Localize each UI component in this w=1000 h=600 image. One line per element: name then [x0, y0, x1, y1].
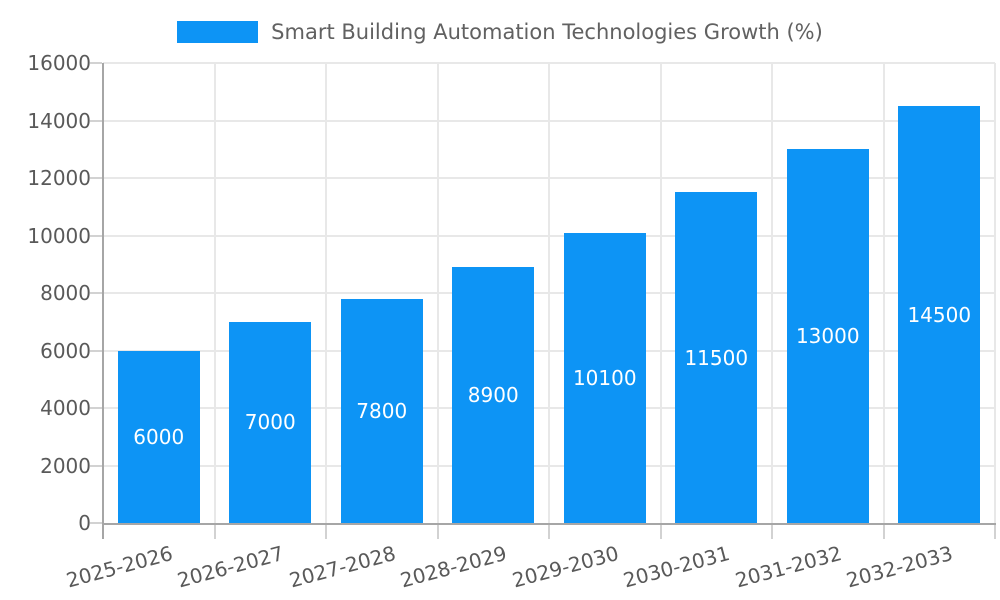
bar-2028-2029 [452, 267, 535, 523]
gridline-v [771, 63, 773, 523]
bar-value-label: 13000 [795, 324, 860, 349]
y-tick-label: 0 [78, 511, 91, 535]
x-tick-label: 2029-2030 [509, 541, 621, 593]
x-tick [548, 525, 550, 539]
y-tick [90, 234, 102, 237]
y-tick-label: 16000 [27, 51, 91, 75]
y-tick [90, 292, 102, 294]
y-tick [90, 407, 102, 409]
x-tick [994, 525, 996, 539]
y-tick-label: 12000 [27, 166, 91, 190]
y-tick-label: 2000 [40, 453, 91, 478]
bar-2025-2026 [117, 350, 200, 523]
x-tick-label: 2025-2026 [63, 541, 175, 593]
bar-value-label: 10100 [572, 365, 637, 390]
legend-swatch [177, 21, 259, 43]
y-tick-label: 14000 [27, 108, 91, 133]
x-tick [325, 525, 327, 539]
x-tick-label: 2031-2032 [732, 541, 844, 593]
y-tick-label: 6000 [40, 338, 91, 363]
gridline-v [548, 63, 550, 523]
x-tick-label: 2028-2029 [397, 541, 510, 593]
bar-2031-2032 [786, 149, 869, 523]
bar-value-label: 8900 [467, 383, 519, 408]
bar-value-label: 11500 [684, 345, 749, 370]
chart-legend: Smart Building Automation Technologies G… [0, 20, 1000, 44]
y-tick [90, 349, 102, 352]
x-tick-label: 2027-2028 [286, 541, 398, 593]
y-tick [90, 62, 102, 64]
bar-2027-2028 [340, 298, 423, 523]
bar-2030-2031 [675, 192, 758, 523]
gridline-v [325, 63, 327, 523]
x-tick [771, 525, 773, 539]
bar-2032-2033 [898, 106, 981, 523]
y-tick [90, 119, 102, 122]
gridline-v [882, 63, 885, 523]
x-tick-label: 2032-2033 [843, 541, 956, 593]
bar-2029-2030 [563, 232, 646, 523]
bar-value-label: 7800 [356, 398, 408, 423]
gridline-v [994, 63, 996, 523]
y-tick [90, 522, 102, 524]
y-tick-label: 10000 [27, 223, 91, 248]
x-tick [882, 525, 885, 539]
y-tick-label: 8000 [40, 281, 91, 305]
x-tick [436, 525, 439, 539]
y-tick [90, 464, 102, 467]
gridline-v [659, 63, 662, 523]
y-axis-line [102, 63, 104, 539]
bar-value-label: 7000 [244, 410, 296, 435]
bar-value-label: 6000 [133, 424, 185, 449]
x-tick-label: 2026-2027 [174, 541, 287, 593]
y-tick-label: 4000 [40, 396, 91, 420]
x-tick [213, 525, 216, 539]
x-tick-label: 2030-2031 [620, 541, 733, 593]
bar-2026-2027 [229, 321, 312, 523]
gridline-v [436, 63, 439, 523]
chart-title: Smart Building Automation Technologies G… [271, 20, 823, 44]
gridline-v [213, 63, 216, 523]
x-axis-line [102, 523, 996, 525]
x-tick [659, 525, 662, 539]
bar-value-label: 14500 [907, 302, 972, 327]
y-tick [90, 177, 102, 179]
